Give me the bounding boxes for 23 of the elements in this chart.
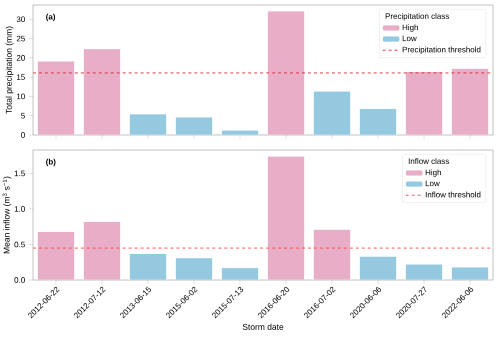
bar: [129, 114, 167, 135]
bar: [175, 117, 213, 135]
bar: [267, 10, 305, 135]
bar: [359, 108, 397, 135]
bar: [221, 130, 259, 135]
y-axis-title: Mean inflow (m$^{3}$ s$^{−1}$): [2, 176, 12, 254]
y-axis-title: Total precipitation (mm): [6, 26, 14, 114]
bar: [130, 254, 166, 280]
bar: [451, 68, 489, 135]
bar: [176, 258, 212, 280]
bar: [405, 264, 443, 280]
bar: [37, 61, 75, 135]
bar: [84, 222, 120, 280]
bar: [268, 156, 304, 280]
bar: [451, 267, 489, 280]
bar: [359, 256, 397, 280]
bar: [222, 268, 258, 280]
bar: [405, 72, 443, 135]
bar: [38, 232, 74, 280]
bar: [83, 48, 121, 135]
x-axis-title: Storm date: [242, 324, 284, 330]
bar: [313, 91, 351, 135]
bar: [313, 229, 351, 280]
